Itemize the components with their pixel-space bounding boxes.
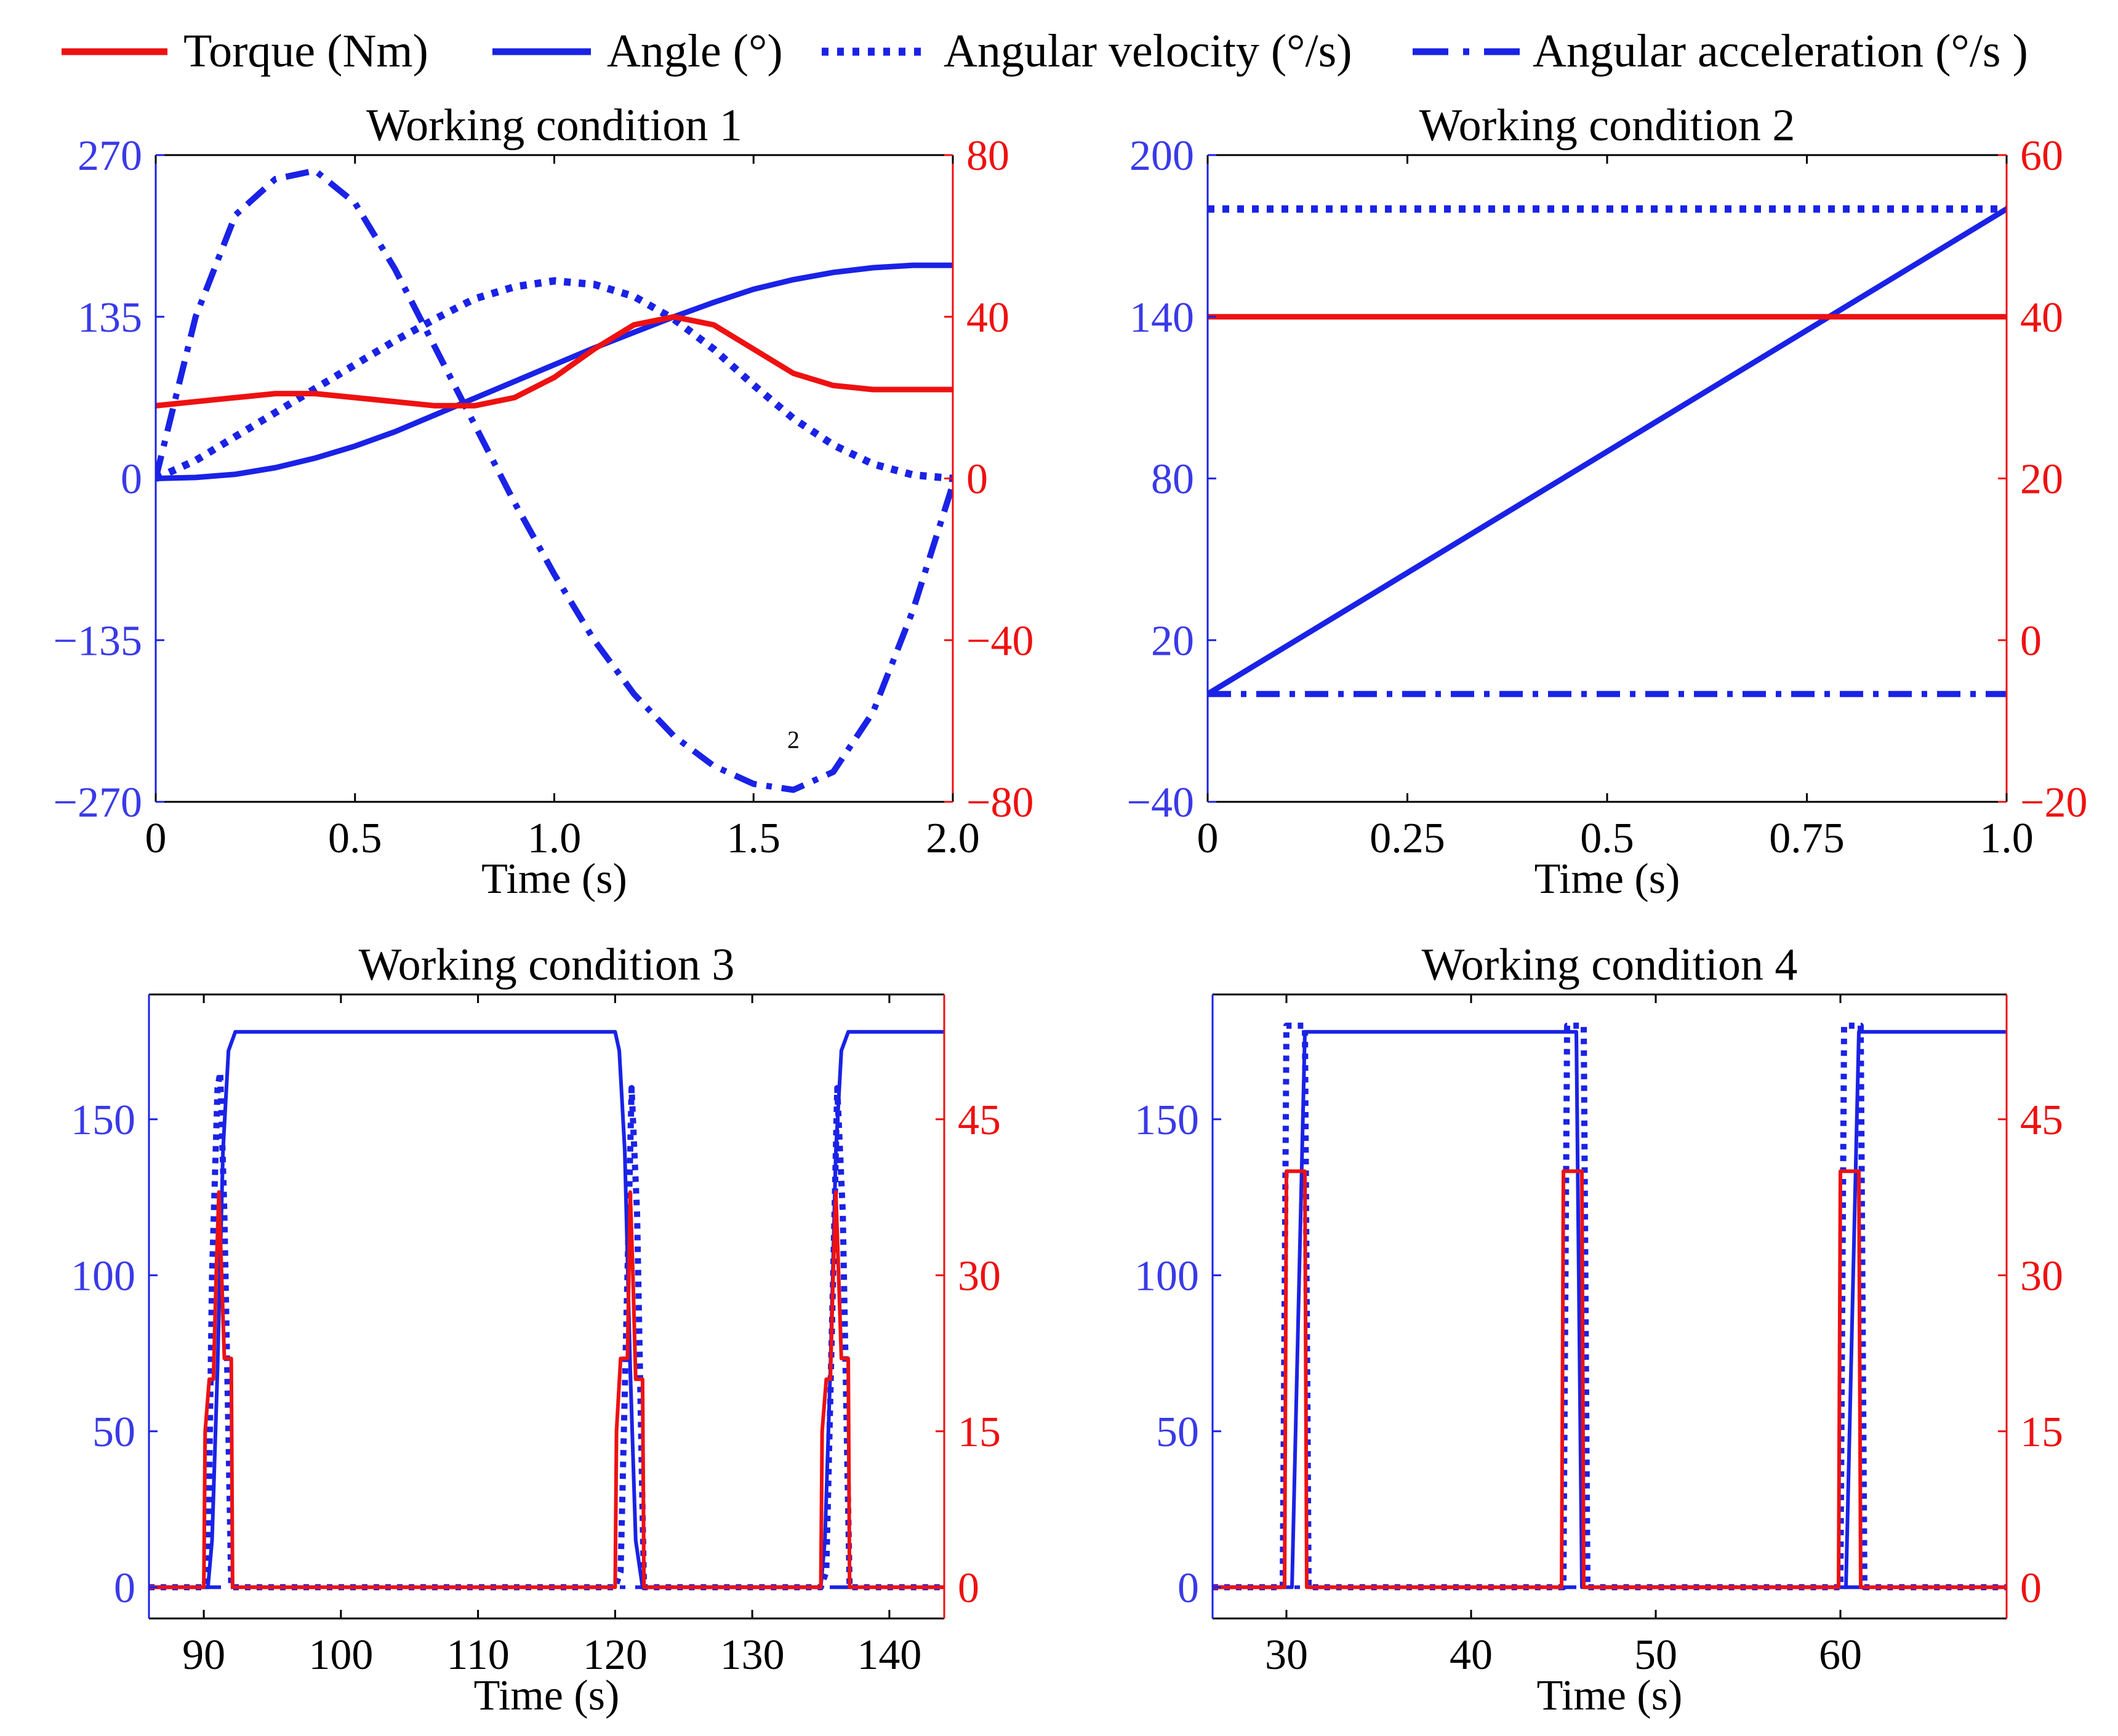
series-group (1208, 205, 2007, 697)
y-right-tick-label: 80 (966, 132, 1009, 180)
legend-item: Angular velocity (°/s) (822, 25, 1352, 77)
x-axis-label: Time (s) (474, 1672, 620, 1719)
x-tick-label: 90 (182, 1631, 225, 1679)
y-right-tick-label: 15 (2020, 1409, 2063, 1456)
legend-item: Angle (°) (492, 25, 783, 77)
series-group (1213, 1022, 2007, 1591)
x-tick-label: 0 (145, 815, 167, 862)
x-tick-label: 1.5 (727, 815, 781, 862)
y-right-tick-label: 0 (2020, 617, 2042, 665)
y-left-tick-label: 150 (1134, 1097, 1199, 1144)
y-left-tick-label: −135 (54, 617, 142, 665)
legend: Torque (Nm) Angle (°) Angular velocity (°/… (62, 25, 2028, 77)
x-axis-label: Time (s) (481, 855, 627, 903)
chart-title: Working condition 1 (366, 100, 742, 151)
x-tick-label: 50 (1634, 1631, 1677, 1679)
y-right-tick-label: 30 (2020, 1252, 2063, 1300)
x-tick-label: 1.0 (527, 815, 582, 862)
y-right-tick-label: 30 (958, 1252, 1001, 1300)
panel-working-condition-1: Working condition 1 0 0.5 1.0 1.5 2.0 −270 −135… (54, 100, 1034, 903)
legend-item: Angular acceleration (°/s ) (1413, 25, 2028, 77)
x-tick-label: 0 (1197, 815, 1219, 862)
legend-label: Angle (°) (607, 25, 783, 77)
y-left-tick-label: 0 (121, 456, 142, 503)
x-tick-label: 0.75 (1769, 815, 1845, 862)
series-group (149, 1030, 944, 1591)
x-tick-label: 40 (1450, 1631, 1493, 1679)
y-right-tick-label: 0 (966, 456, 988, 503)
y-left-tick-label: −40 (1127, 779, 1194, 826)
series-line-angle (149, 1030, 944, 1590)
y-right-tick-label: 45 (2020, 1097, 2063, 1144)
series-line-angle (156, 262, 953, 481)
y-left-tick-label: 100 (1134, 1252, 1199, 1300)
x-tick-label: 110 (446, 1631, 509, 1679)
series-line-angular-velocity-s (156, 277, 953, 482)
series-line-angular-velocity-s (1213, 1022, 2007, 1591)
y-left-tick-label: 270 (78, 132, 142, 180)
y-right-tick-label: 15 (958, 1409, 1001, 1456)
y-right-tick-label: −20 (2020, 779, 2087, 826)
x-tick-label: 120 (583, 1631, 648, 1679)
x-tick-label: 0.25 (1370, 815, 1445, 862)
panel-working-condition-2: Working condition 2 0 0.25 0.5 0.75 1.0 −40 20 8… (1127, 100, 2088, 903)
x-tick-label: 0.5 (328, 815, 382, 862)
series-line-torque-nm (149, 1190, 944, 1590)
y-left-tick-label: 150 (71, 1097, 135, 1144)
x-tick-label: 100 (308, 1631, 373, 1679)
y-left-tick-label: 80 (1151, 456, 1194, 503)
y-left-tick-label: 135 (78, 294, 142, 342)
y-right-tick-label: 0 (958, 1564, 979, 1612)
chart-title: Working condition 4 (1422, 940, 1798, 990)
y-left-tick-label: 200 (1129, 132, 1194, 180)
y-left-tick-label: 140 (1129, 294, 1194, 342)
y-left-tick-label: 50 (92, 1409, 135, 1456)
legend-label: Angular acceleration (°/s ) (1533, 25, 2028, 77)
y-left-tick-label: 0 (114, 1564, 135, 1612)
y-right-tick-label: 0 (2020, 1564, 2042, 1612)
x-tick-label: 0.5 (1580, 815, 1634, 862)
y-left-tick-label: −270 (54, 779, 142, 826)
y-right-tick-label: 60 (2020, 132, 2063, 180)
y-right-tick-label: −40 (966, 617, 1033, 665)
x-tick-label: 2.0 (926, 815, 980, 862)
y-right-tick-label: −80 (966, 779, 1033, 826)
series-group (156, 167, 953, 793)
panel-working-condition-4: Working condition 4 30 40 50 60 0 50 100 150 0 15 3… (1134, 940, 2063, 1719)
y-left-tick-label: 0 (1177, 1564, 1199, 1612)
x-tick-label: 140 (857, 1631, 921, 1679)
y-left-tick-label: 100 (71, 1252, 135, 1300)
panel-working-condition-3: Working condition 3 90 100 110 120 130 140 0 50 1… (71, 940, 1001, 1719)
y-right-tick-label: 45 (958, 1097, 1001, 1144)
series-line-torque-nm (156, 314, 953, 409)
legend-label: Torque (Nm) (183, 25, 428, 77)
legend-label: Angular velocity (°/s) (944, 25, 1352, 77)
series-line-angle (1213, 1030, 2007, 1590)
series-line-angular-acceleration-s (156, 167, 953, 793)
x-tick-label: 130 (720, 1631, 785, 1679)
y-left-tick-label: 20 (1151, 617, 1194, 665)
y-right-tick-label: 40 (2020, 294, 2063, 342)
y-right-tick-label: 40 (966, 294, 1009, 342)
series-line-angle (1208, 206, 2007, 697)
x-tick-label: 30 (1265, 1631, 1308, 1679)
y-left-tick-label: 50 (1156, 1409, 1199, 1456)
annotation-label: 2 (787, 726, 800, 753)
legend-item: Torque (Nm) (62, 25, 428, 77)
x-axis-label: Time (s) (1537, 1672, 1683, 1719)
chart-title: Working condition 2 (1419, 100, 1795, 151)
x-tick-label: 1.0 (1980, 815, 2034, 862)
y-right-tick-label: 20 (2020, 456, 2063, 503)
x-axis-label: Time (s) (1534, 855, 1680, 903)
series-line-torque-nm (1213, 1169, 2007, 1590)
chart-title: Working condition 3 (359, 940, 735, 990)
x-tick-label: 60 (1819, 1631, 1862, 1679)
